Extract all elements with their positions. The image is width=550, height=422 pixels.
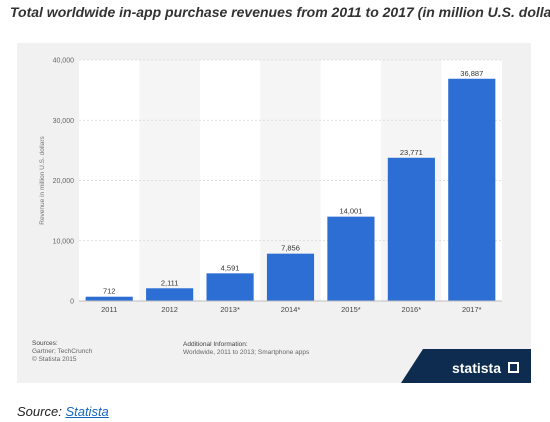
y-axis-label: Revenue in million U.S. dollars [39,135,46,224]
additional-info-heading: Additional Information: [183,341,248,348]
y-tick-label: 30,000 [53,118,75,125]
x-tick-label: 2012 [161,305,178,314]
data-label: 14,001 [339,207,362,216]
sources-block: Sources: Gartner; TechCrunch © Statista … [32,340,92,364]
x-tick-label: 2017* [462,305,482,314]
source-link[interactable]: Statista [65,404,109,419]
x-tick-label: 2015* [341,305,361,314]
bar-2012 [146,288,194,301]
x-tick-label: 2016* [402,305,422,314]
data-label: 23,771 [400,148,423,157]
source-prefix: Source: [17,404,62,419]
x-tick-label: 2014* [281,305,301,314]
statista-logo: statista [401,349,531,383]
x-tick-label: 2011 [101,305,117,314]
y-tick-label: 20,000 [53,178,75,185]
y-tick-label: 40,000 [53,58,75,65]
bar-2016 [387,157,435,301]
chart-panel: 0 10,000 20,000 30,000 40,000 Revenue in mill… [17,43,531,383]
bar-2014 [266,253,315,301]
data-label: 7,856 [281,244,300,253]
data-label: 4,591 [221,263,240,272]
y-tick-label: 10,000 [53,238,75,245]
source-note: Source: Statista [17,404,109,419]
column-band [139,60,200,301]
data-label: 2,111 [161,278,179,287]
copyright-line: © Statista 2015 [32,356,77,363]
page-title: Total worldwide in-app purchase revenues… [10,4,550,20]
statista-logo-text: statista [451,360,501,376]
sources-line: Gartner; TechCrunch [32,348,93,355]
additional-info-line: Worldwide, 2011 to 2013; Smartphone apps [183,349,310,356]
additional-info-block: Additional Information: Worldwide, 2011 … [183,341,309,357]
bar-2013 [206,273,254,301]
data-label: 36,887 [460,69,483,78]
statista-logo-icon [508,362,519,373]
bar-2015 [327,216,375,301]
y-tick-label: 0 [70,299,74,306]
bar-2017 [448,78,496,301]
bar-2011 [85,296,133,301]
x-tick-label: 2013* [220,305,240,314]
bar-chart: 0 10,000 20,000 30,000 40,000 Revenue in mill… [39,58,502,314]
sources-heading: Sources: [32,340,58,347]
data-label: 712 [103,287,116,296]
